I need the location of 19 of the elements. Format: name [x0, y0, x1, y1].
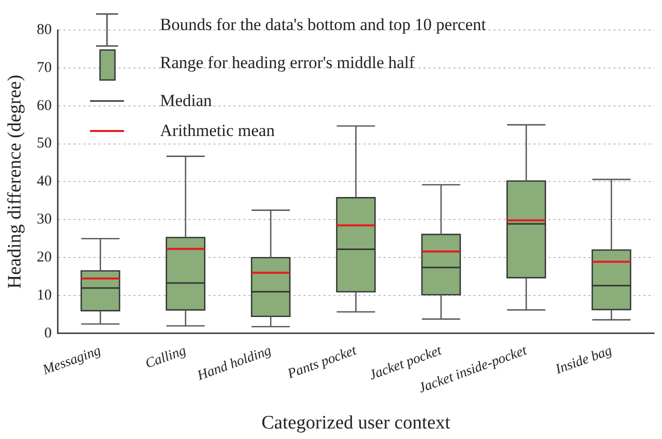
- y-tick-label: 70: [36, 60, 52, 76]
- annotation: Range for heading error's middle half: [160, 52, 415, 74]
- y-tick-label: 40: [36, 174, 52, 190]
- y-tick-label: 60: [36, 98, 52, 114]
- y-tick-label: 50: [36, 136, 52, 152]
- x-tick-label: Calling: [144, 343, 188, 372]
- y-tick-label: 0: [44, 325, 52, 342]
- y-tick-label: 20: [36, 250, 52, 266]
- y-tick-label: 80: [36, 22, 52, 38]
- x-tick-label: Hand holding: [194, 343, 274, 384]
- x-tick-label: Pants pocket: [284, 343, 360, 382]
- y-axis-title: Heading difference (degree): [4, 74, 26, 289]
- x-axis-title: Categorized user context: [261, 412, 452, 434]
- annotation: Median: [160, 90, 212, 112]
- annotation: Bounds for the data's bottom and top 10 percent: [160, 14, 486, 36]
- x-tick-label: Inside bag: [552, 343, 614, 378]
- y-tick-label: 10: [36, 287, 52, 304]
- annotation: Arithmetic mean: [160, 120, 275, 142]
- y-tick-label: 30: [36, 212, 52, 228]
